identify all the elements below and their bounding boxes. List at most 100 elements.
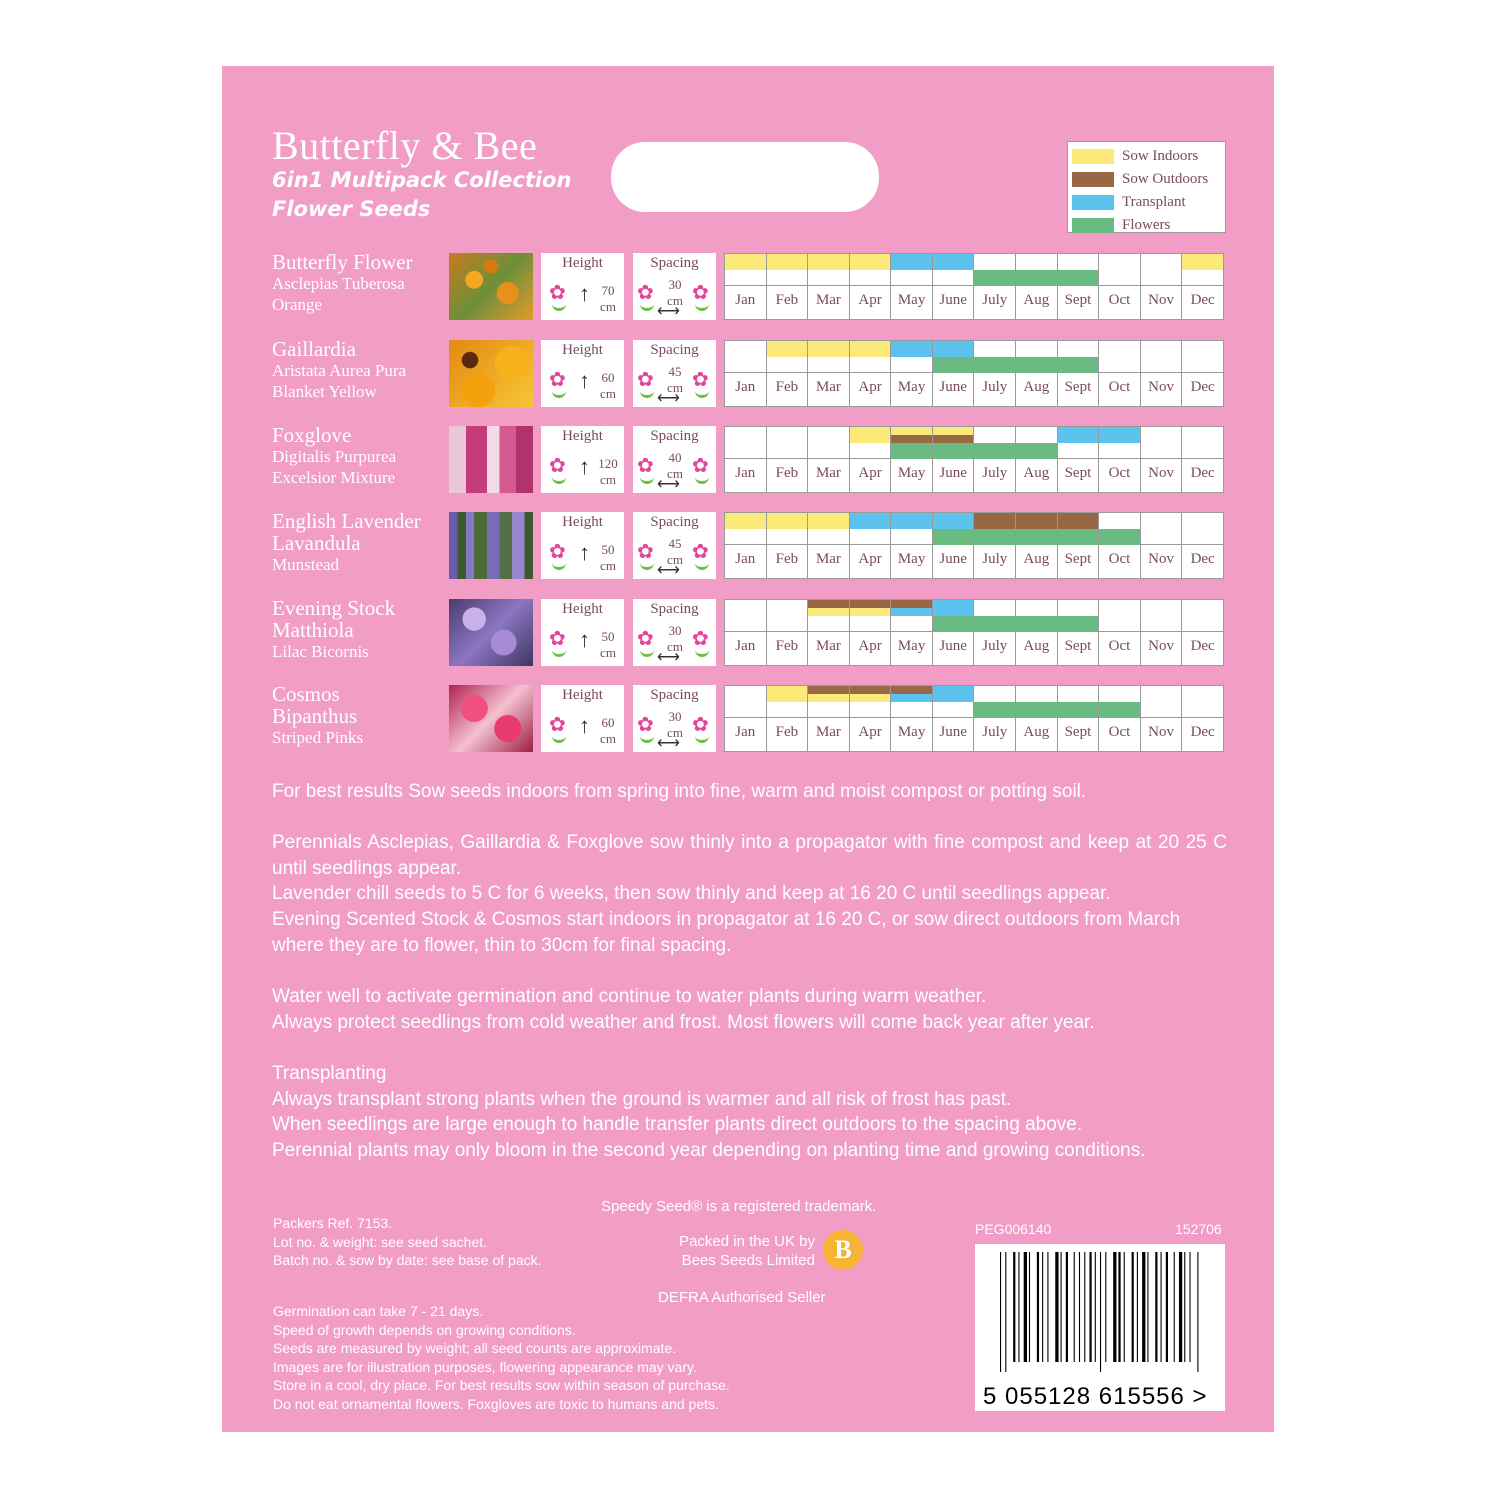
barcode-bar [1160,1252,1162,1362]
sow-band-indoors [808,341,849,357]
flower-icon: ✿ [637,628,654,650]
height-value: 50 [601,542,615,557]
barcode-bar [1018,1252,1020,1362]
calendar-cell: Jan [725,427,767,492]
plant-name-block: English Lavender Lavandula Munstead [272,510,421,575]
plant-species: Asclepias Tuberosa [272,274,405,293]
calendar-cell: Aug [1016,427,1058,492]
month-label: May [897,379,926,395]
barcode-bar [1042,1252,1044,1362]
barcode-bar [1142,1252,1146,1362]
spacing-label: Spacing [650,601,699,617]
flower-stem-icon [640,301,654,311]
month-label: Nov [1148,551,1174,567]
month-label: Oct [1108,638,1131,654]
month-label: Oct [1108,724,1131,740]
month-label: Mar [815,638,841,654]
month-label: Nov [1148,724,1174,740]
height-box: Height ✿ ↑ 50 cm [541,599,624,666]
defra-note: DEFRA Authorised Seller [658,1289,826,1306]
month-label: May [897,724,926,740]
month-label: Jan [735,292,756,308]
transplanting-heading: Transplanting [272,1063,387,1084]
barcode-bar [1078,1252,1081,1362]
sow-band-outdoors [891,600,932,608]
sow-band-outdoors [974,513,1016,529]
plant-name-block: Cosmos Bipanthus Striped Pinks [272,683,363,748]
calendar-cell: July [974,427,1017,492]
seed-packet: Butterfly & Bee 6in1 Multipack Collectio… [222,66,1274,1432]
sow-band-transplant [891,513,932,529]
barcode-bar [1065,1252,1068,1362]
calendar-cell: Feb [766,686,809,751]
barcode-bar [1155,1252,1158,1362]
plant-photo [449,426,533,493]
flower-icon: ✿ [692,714,709,736]
height-label: Height [562,514,603,530]
legend: Sow Indoors Sow Outdoors Transplant Flowers [1067,141,1226,233]
flowers-band [974,357,1016,373]
sow-band-indoors [849,341,891,357]
legend-item: Sow Indoors [1072,145,1221,168]
plant-photo [449,685,533,752]
spacing-label: Spacing [650,428,699,444]
sow-band-outdoors [808,686,849,694]
barcode-bar [1178,1252,1183,1362]
legend-item: Sow Outdoors [1072,168,1221,191]
sow-band-transplant [891,254,932,270]
plant-photo [449,599,533,666]
sow-band-outdoors [808,600,849,608]
barcode-bar [1118,1252,1121,1362]
product-code-2: 152706 [1175,1221,1222,1237]
calendar-cell: Apr [849,600,892,665]
spacing-value: 30 [668,277,682,292]
height-label: Height [562,342,603,358]
footer-note: Germination can take 7 - 21 days. [273,1303,484,1319]
barcode-bar [1165,1252,1168,1362]
plant-name-block: Evening Stock Matthiola Lilac Bicornis [272,597,395,662]
flowers-band [1016,616,1057,632]
arrow-up-icon: ↑ [579,281,590,306]
height-box: Height ✿ ↑ 120 cm [541,426,624,493]
sow-band-indoors [808,694,849,702]
plant-name: Gaillardia [272,337,356,361]
calendar-cell: July [974,600,1017,665]
calendar-cell: Jan [725,513,767,578]
month-label: Oct [1108,379,1131,395]
height-label: Height [562,601,603,617]
month-label: Jan [735,551,756,567]
sow-band-indoors [766,513,808,529]
calendar-cell: Sept [1057,341,1100,406]
flowers-band [932,443,974,459]
flowers-band [974,270,1016,286]
calendar-cell: Feb [766,600,809,665]
legend-swatch [1072,172,1114,187]
calendar-cell: July [974,254,1017,319]
month-label: Feb [775,551,799,567]
flower-icon: ✿ [637,714,654,736]
barcode-bar [1089,1252,1092,1362]
barcode-bar [1028,1252,1031,1362]
sow-band-indoors [725,254,766,270]
spacing-label: Spacing [650,342,699,358]
month-label: Apr [858,551,882,567]
calendar-cell: Apr [849,686,892,751]
instruction-transplant-2: When seedlings are large enough to handl… [272,1114,1083,1135]
month-label: Dec [1190,465,1215,481]
flower-icon: ✿ [692,369,709,391]
flowers-band [1099,702,1140,718]
legend-swatch [1072,195,1114,210]
plant-photo [449,512,533,579]
month-label: Jan [735,638,756,654]
plant-species: Matthiola [272,618,354,642]
flower-icon: ✿ [692,541,709,563]
height-unit: cm [600,386,616,401]
height-label: Height [562,687,603,703]
arrow-up-icon: ↑ [579,540,590,565]
footer-note: Do not eat ornamental flowers. Foxgloves… [273,1395,719,1412]
calendar-cell: May [891,513,933,578]
month-label: Nov [1148,379,1174,395]
calendar-cell: May [891,254,933,319]
flower-stem-icon [552,647,566,657]
flower-icon: ✿ [637,541,654,563]
